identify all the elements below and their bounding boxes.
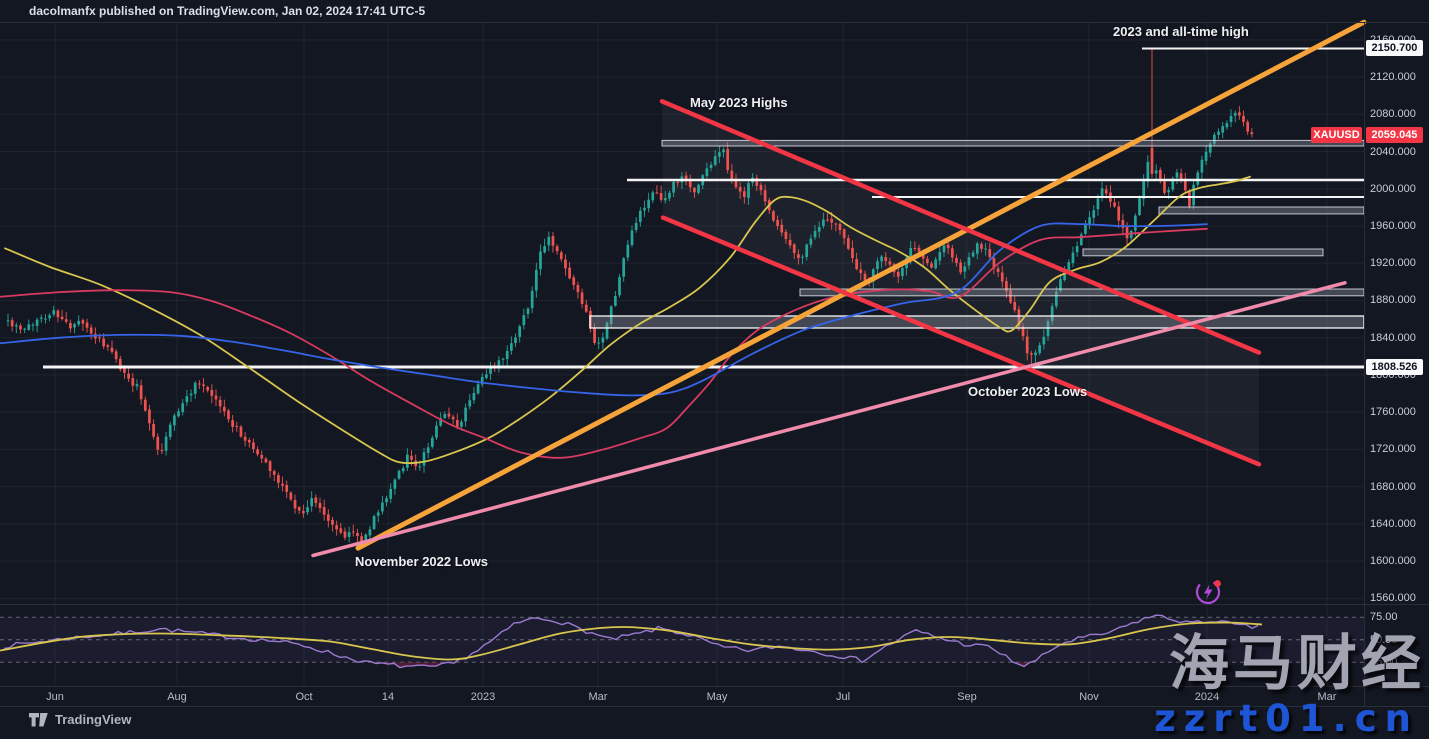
price-tick-label: 2120.000 bbox=[1370, 71, 1416, 83]
rsi-level-label: 25.00 bbox=[1370, 656, 1398, 668]
price-tick-label: 1920.000 bbox=[1370, 257, 1416, 269]
price-tick-label: 2000.000 bbox=[1370, 183, 1416, 195]
ascending-orange[interactable] bbox=[355, 19, 1367, 551]
rsi-line bbox=[3, 614, 1259, 669]
price-marker-low: 1808.526 bbox=[1366, 359, 1423, 375]
band-1858[interactable] bbox=[589, 315, 1365, 329]
ma-yellow bbox=[4, 175, 1251, 465]
descending-channel-fill bbox=[662, 101, 1259, 465]
ma-crimson bbox=[0, 227, 1208, 459]
price-axis-border bbox=[1364, 22, 1365, 706]
band-1932[interactable] bbox=[1082, 248, 1324, 257]
time-tick-label: Nov bbox=[1079, 691, 1099, 703]
pane-top-border bbox=[0, 22, 1429, 23]
symbol-badge: XAUUSD bbox=[1311, 127, 1362, 143]
price-tick-label: 1880.000 bbox=[1370, 294, 1416, 306]
price-tick-label: 1560.000 bbox=[1370, 592, 1416, 604]
time-tick-label: May bbox=[706, 691, 728, 703]
time-tick-label: Aug bbox=[167, 691, 187, 703]
time-tick-label: Jul bbox=[835, 691, 851, 703]
footer-border bbox=[0, 706, 1429, 707]
time-tick-label: Mar bbox=[588, 691, 608, 703]
pane-divider[interactable] bbox=[0, 604, 1429, 605]
band-1977[interactable] bbox=[1158, 206, 1365, 215]
price-tick-label: 2040.000 bbox=[1370, 146, 1416, 158]
time-axis-border bbox=[0, 686, 1429, 687]
rsi-level-label: 75.00 bbox=[1370, 611, 1398, 623]
time-tick-label: Jun bbox=[46, 691, 64, 703]
rsi-level-label: 50.00 bbox=[1370, 634, 1398, 646]
price-marker-high: 2150.700 bbox=[1366, 40, 1423, 56]
watermark-url: zzrt01.cn bbox=[1154, 697, 1419, 739]
last-price-badge: 2059.045 bbox=[1366, 127, 1423, 143]
rsi-ma-line bbox=[0, 621, 1263, 661]
time-tick-label: Oct bbox=[295, 691, 313, 703]
tradingview-logo-icon bbox=[29, 712, 48, 727]
price-tick-label: 1960.000 bbox=[1370, 220, 1416, 232]
time-tick-label: Mar bbox=[1317, 691, 1337, 703]
tradingview-brand-label: TradingView bbox=[55, 712, 132, 727]
ascending-pink[interactable] bbox=[311, 281, 1347, 558]
descending-red-upper[interactable] bbox=[659, 99, 1262, 355]
price-tick-label: 1680.000 bbox=[1370, 481, 1416, 493]
price-tick-label: 1840.000 bbox=[1370, 332, 1416, 344]
rsi-oversold-fill bbox=[4, 662, 1258, 668]
instrument-flash-icon[interactable] bbox=[1192, 574, 1226, 608]
publish-attribution: dacolmanfx published on TradingView.com,… bbox=[29, 4, 426, 18]
time-tick-label: 2023 bbox=[470, 691, 496, 703]
price-tick-label: 1640.000 bbox=[1370, 518, 1416, 530]
annotation-october-2023-lows: October 2023 Lows bbox=[968, 384, 1088, 399]
price-tick-label: 1720.000 bbox=[1370, 443, 1416, 455]
descending-red-lower[interactable] bbox=[660, 215, 1262, 467]
price-tick-label: 1760.000 bbox=[1370, 406, 1416, 418]
annotation-november-2022-lows: November 2022 Lows bbox=[355, 554, 488, 569]
candles bbox=[6, 48, 1254, 548]
time-tick-label: Sep bbox=[957, 691, 977, 703]
price-tick-label: 2080.000 bbox=[1370, 108, 1416, 120]
annotation-all-time-high: 2023 and all-time high bbox=[1113, 24, 1249, 39]
time-tick-label: 14 bbox=[381, 691, 395, 703]
price-tick-label: 1600.000 bbox=[1370, 555, 1416, 567]
time-tick-label: 2024 bbox=[1194, 691, 1220, 703]
watermark-text: 海马财经 bbox=[1169, 629, 1425, 699]
annotation-may-2023-highs: May 2023 Highs bbox=[690, 95, 788, 110]
tradingview-brand[interactable]: TradingView bbox=[29, 712, 131, 727]
